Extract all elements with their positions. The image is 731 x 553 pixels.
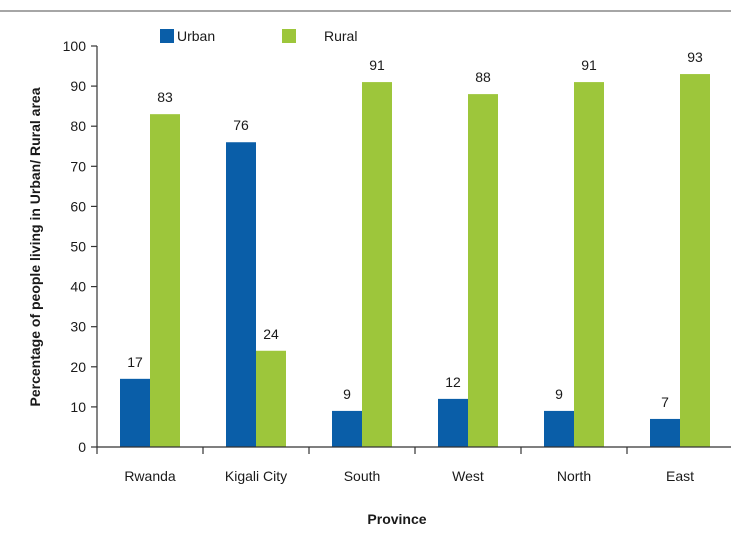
bar-urban-rwanda [120, 378, 150, 447]
bar-rural-north [574, 82, 604, 447]
data-label-rural: 93 [687, 49, 703, 65]
x-tick-label: Kigali City [225, 468, 287, 484]
y-tick-label: 10 [70, 399, 86, 415]
y-tick-label: 40 [70, 279, 86, 295]
data-label-rural: 91 [581, 57, 597, 73]
bar-rural-rwanda [150, 114, 180, 448]
data-label-rural: 83 [157, 89, 173, 105]
data-label-rural: 91 [369, 57, 385, 73]
x-axis-title: Province [367, 511, 426, 527]
y-tick-label: 70 [70, 158, 86, 174]
bar-urban-south [332, 410, 362, 447]
x-axis-ticks: Rwanda Kigali City South West North East [96, 447, 694, 484]
bar-rural-south [362, 82, 392, 447]
data-labels-group: 17 76 9 12 9 7 83 24 91 88 91 93 [127, 49, 703, 410]
data-label-urban: 12 [445, 374, 461, 390]
data-label-urban: 7 [661, 394, 669, 410]
legend: Urban Rural [160, 28, 357, 44]
y-tick-label: 90 [70, 78, 86, 94]
bar-urban-east [650, 418, 680, 447]
data-label-urban: 9 [343, 386, 351, 402]
data-label-urban: 17 [127, 354, 143, 370]
bar-urban-kigali-city [226, 142, 256, 448]
x-tick-label: East [666, 468, 694, 484]
bars-group [120, 74, 710, 448]
bar-urban-west [438, 398, 468, 447]
y-tick-label: 100 [63, 38, 87, 54]
legend-rural-swatch [282, 29, 296, 43]
bar-rural-west [468, 94, 498, 448]
data-label-urban: 9 [555, 386, 563, 402]
data-label-rural: 88 [475, 69, 491, 85]
legend-rural-label: Rural [324, 28, 357, 44]
data-label-rural: 24 [263, 326, 279, 342]
y-tick-label: 30 [70, 319, 86, 335]
x-tick-label: South [344, 468, 381, 484]
bar-rural-east [680, 74, 710, 447]
bar-rural-kigali-city [256, 350, 286, 447]
bar-urban-north [544, 410, 574, 447]
y-axis-ticks: 0 10 20 30 40 50 60 70 80 90 100 [63, 38, 97, 455]
x-tick-label: North [557, 468, 591, 484]
x-tick-label: Rwanda [124, 468, 176, 484]
y-tick-label: 60 [70, 198, 86, 214]
y-axis-title: Percentage of people living in Urban/ Ru… [27, 87, 43, 406]
legend-urban-swatch [160, 29, 174, 43]
y-tick-label: 0 [78, 439, 86, 455]
x-tick-label: West [452, 468, 484, 484]
legend-urban-label: Urban [177, 28, 215, 44]
y-tick-label: 80 [70, 118, 86, 134]
y-tick-label: 20 [70, 359, 86, 375]
y-tick-label: 50 [70, 239, 86, 255]
data-label-urban: 76 [233, 117, 249, 133]
